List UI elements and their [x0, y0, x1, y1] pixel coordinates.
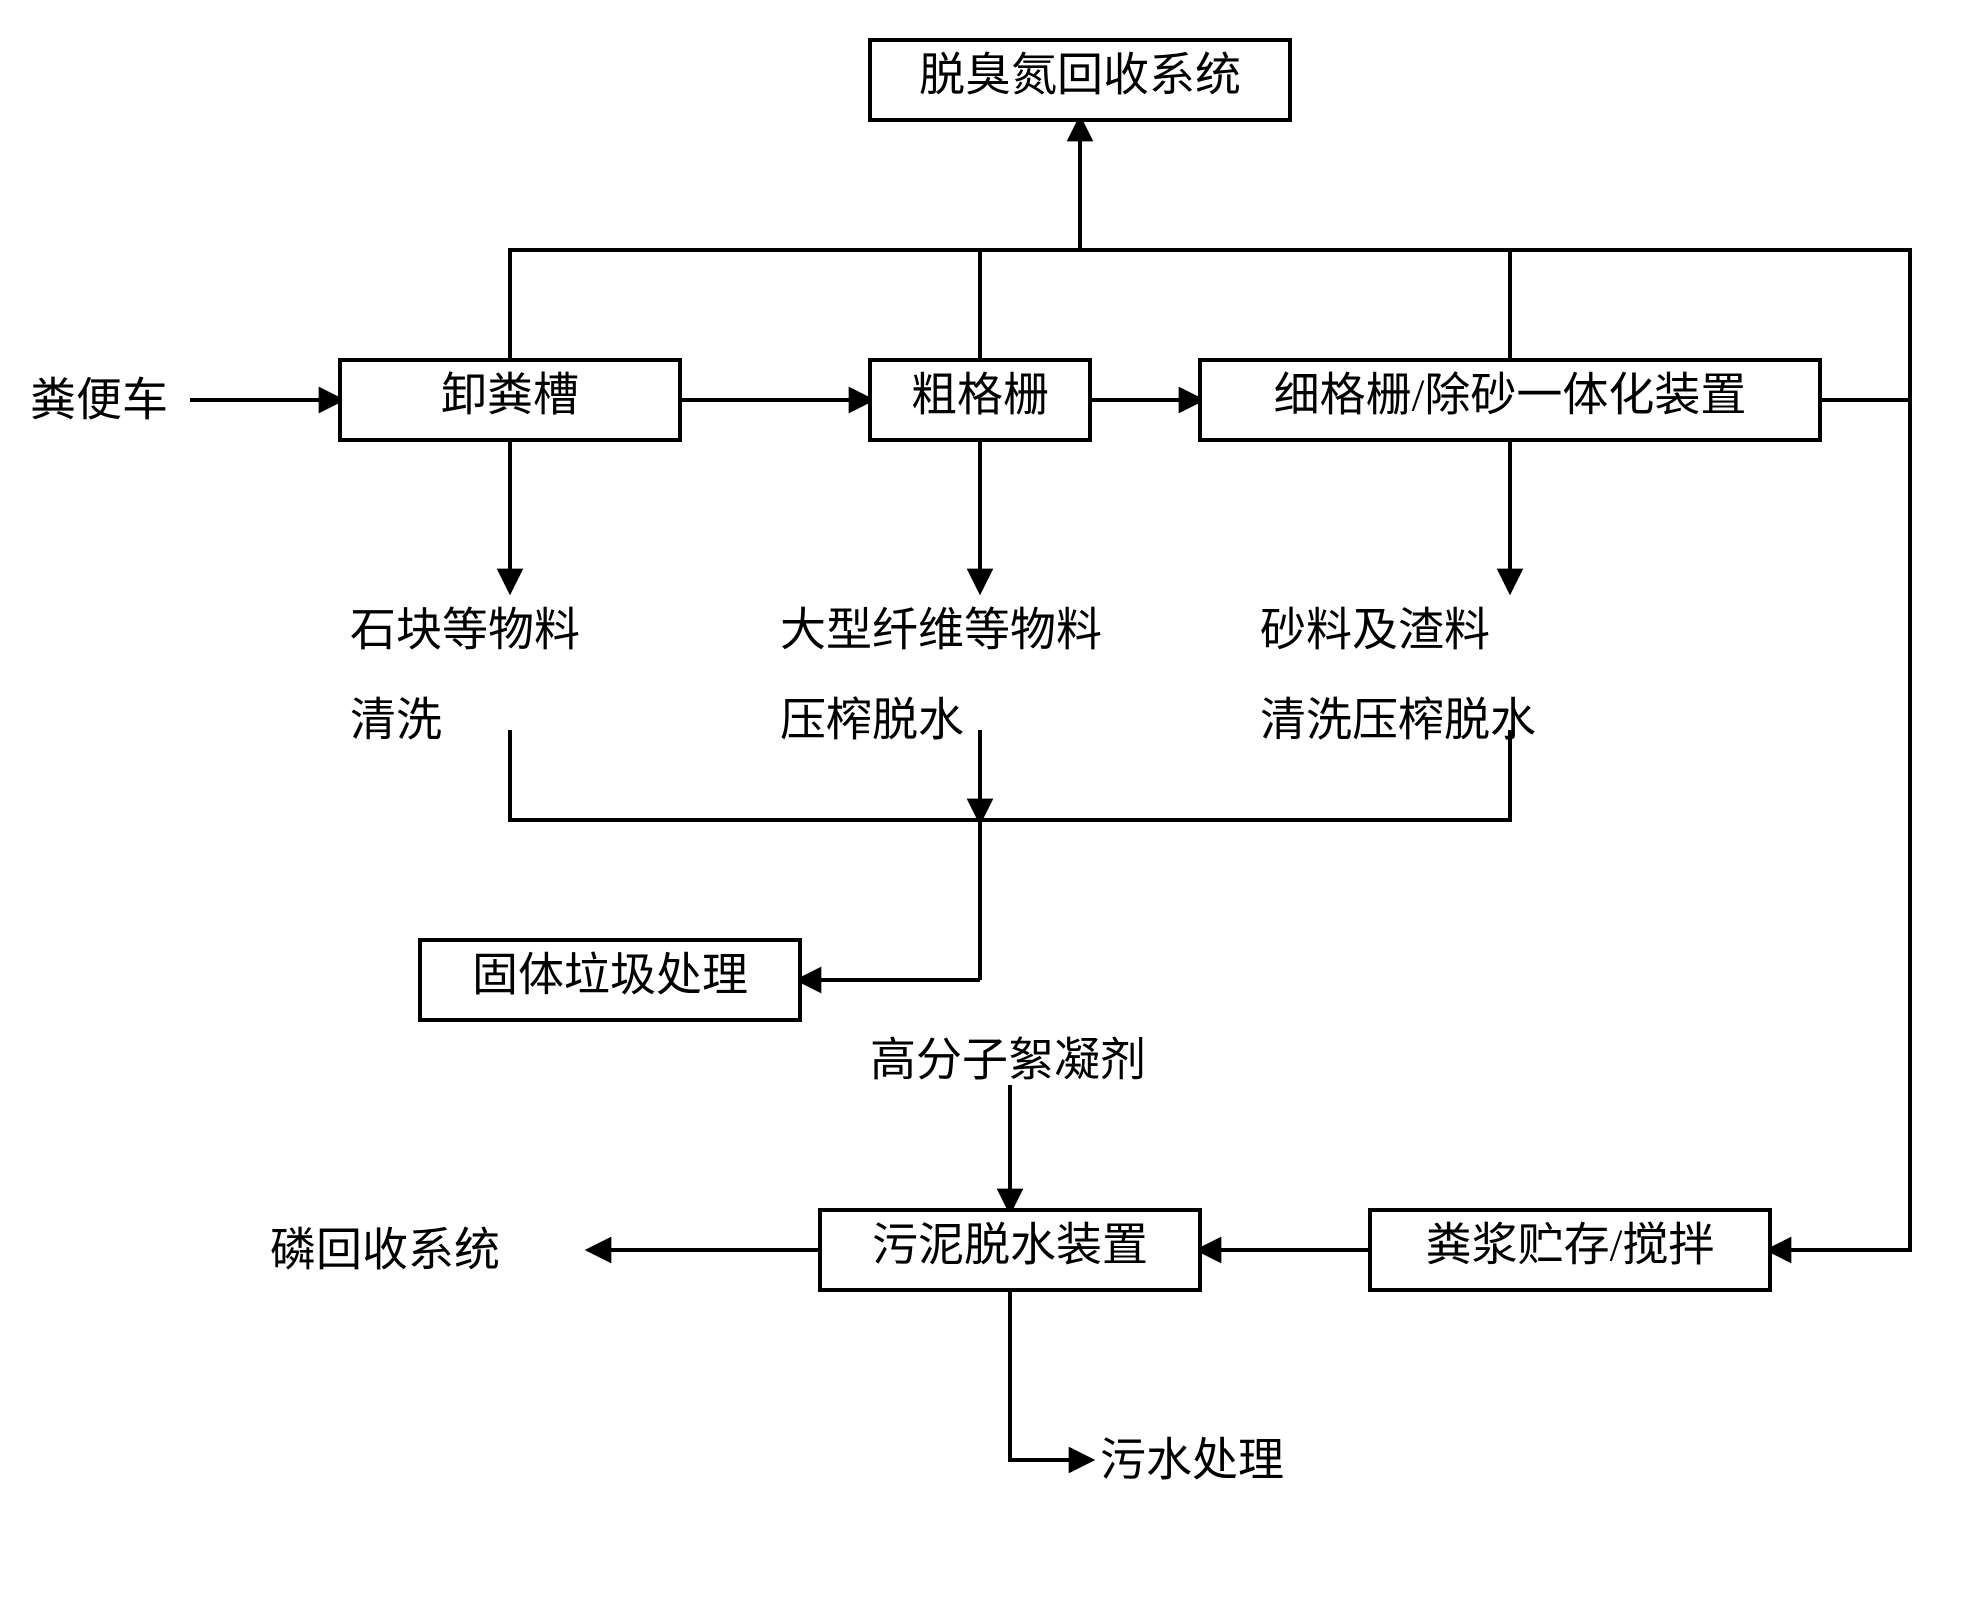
flowchart-canvas: 脱臭氮回收系统粪便车 卸粪槽 粗格栅 细格栅/除砂一体化装置石块等物料清洗 大型纤维等物…: [0, 0, 1961, 1607]
node-label: 污水处理: [1100, 1435, 1284, 1486]
node-label: 脱臭氮回收系统: [919, 50, 1241, 101]
node-label: 细格栅/除砂一体化装置: [1274, 370, 1747, 421]
node-label: 固体垃圾处理: [472, 950, 748, 1001]
node-label: 大型纤维等物料: [780, 605, 1102, 656]
node-label: 砂料及渣料: [1260, 605, 1490, 656]
node-sand2: 清洗压榨脱水: [1260, 695, 1536, 746]
node-label: 粗格栅: [911, 370, 1049, 421]
node-solid: 固体垃圾处理: [420, 940, 800, 1020]
node-precov: 磷回收系统: [270, 1225, 500, 1276]
node-dewater: 污泥脱水装置: [820, 1210, 1200, 1290]
node-polymer: 高分子絮凝剂: [870, 1035, 1146, 1086]
node-label: 粪便车: [30, 375, 168, 426]
node-label: 石块等物料: [350, 605, 580, 656]
node-coarse: 粗格栅: [870, 360, 1090, 440]
node-sand1: 砂料及渣料: [1260, 605, 1490, 656]
node-fiber2: 压榨脱水: [780, 695, 964, 746]
node-unload: 卸粪槽: [340, 360, 680, 440]
nodes-layer: 脱臭氮回收系统粪便车 卸粪槽 粗格栅 细格栅/除砂一体化装置石块等物料清洗 大型纤维等物…: [30, 40, 1820, 1486]
node-sewage: 污水处理: [1100, 1435, 1284, 1486]
node-stone1: 石块等物料: [350, 605, 580, 656]
node-fine: 细格栅/除砂一体化装置: [1200, 360, 1820, 440]
node-label: 清洗压榨脱水: [1260, 695, 1536, 746]
node-truck: 粪便车: [30, 375, 168, 426]
node-storage: 粪浆贮存/搅拌: [1370, 1210, 1770, 1290]
node-stone2: 清洗: [350, 695, 442, 746]
node-label: 污泥脱水装置: [872, 1220, 1148, 1271]
node-label: 压榨脱水: [780, 695, 964, 746]
node-label: 卸粪槽: [441, 370, 579, 421]
node-label: 粪浆贮存/搅拌: [1426, 1220, 1715, 1271]
node-label: 磷回收系统: [270, 1225, 500, 1276]
node-fiber1: 大型纤维等物料: [780, 605, 1102, 656]
flow-edge: [1010, 1290, 1090, 1460]
node-label: 高分子絮凝剂: [870, 1035, 1146, 1086]
node-deodor: 脱臭氮回收系统: [870, 40, 1290, 120]
node-label: 清洗: [350, 695, 442, 746]
